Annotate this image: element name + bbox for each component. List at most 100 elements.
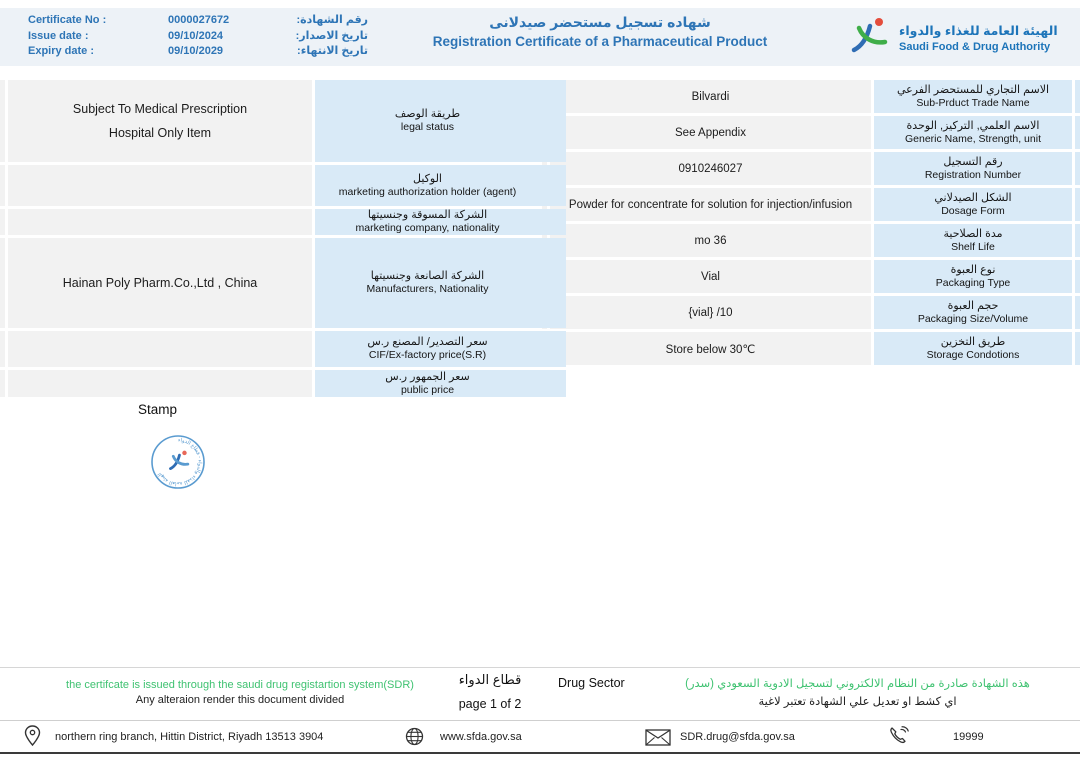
label-english: marketing company, nationality (355, 222, 500, 234)
label-cell: الشركة المسوقة وجنسيتها marketing compan… (315, 209, 566, 235)
label-arabic: الشركة المسوقة وجنسيتها (367, 209, 488, 221)
label-arabic: رقم التسجيل (943, 155, 1003, 168)
label-arabic: الوكيل (413, 172, 442, 185)
label-cell: رقم التسجيل Registration Number (874, 152, 1072, 185)
label-cell: سعر الجمهور ر.س public price (315, 370, 566, 397)
value-cell: mo 36 (550, 224, 871, 257)
label-arabic: نوع العبوة (950, 263, 996, 276)
alteration-note-arabic: اي كشط او تعديل علي الشهادة تعتبر لاغية (758, 696, 957, 708)
label-cell: الاسم التجاري للمستحضر الفرعي Sub-Prduct… (874, 80, 1072, 113)
label-cell: الشركة الصانعة وجنسيتها Manufacturers, N… (315, 238, 566, 328)
storage-conditions-value: Store below 30℃ (665, 343, 756, 356)
contact-phone: 19999 (953, 731, 984, 743)
value-cell: Vial (550, 260, 871, 293)
sub-product-trade-name-value: Bilvardi (691, 90, 730, 103)
row-edge-cell (1075, 116, 1080, 149)
row-edge-cell (0, 370, 5, 397)
label-english: Registration Number (924, 168, 1022, 181)
sfda-name-english: Saudi Food & Drug Authority (899, 40, 1051, 53)
meta-row-issue-date: Issue date : 09/10/2024 تاريخ الاصدار: (28, 29, 368, 45)
sfda-logo-text: الهيئة العامة للغذاء والدواء Saudi Food … (899, 24, 1058, 54)
drug-sector-arabic: قطاع الدواء (458, 672, 522, 687)
value-cell: Store below 30℃ (550, 332, 871, 365)
label-cell: حجم العبوة Packaging Size/Volume (874, 296, 1072, 329)
sfda-logo: الهيئة العامة للغذاء والدواء Saudi Food … (846, 15, 1058, 62)
contact-address: northern ring branch, Hittin District, R… (55, 731, 324, 743)
row-edge-cell (0, 331, 5, 367)
row-edge-cell (0, 209, 5, 235)
label-arabic: الشركة الصانعة وجنسيتها (370, 270, 485, 282)
certificate-no-label: Certificate No : (28, 14, 107, 26)
value-cell (8, 331, 312, 367)
label-arabic: طريقة الوصف (394, 108, 461, 120)
row-edge-cell (1075, 152, 1080, 185)
certificate-meta: Certificate No : 0000027672 رقم الشهادة:… (28, 13, 368, 60)
label-english: marketing authorization holder (agent) (338, 185, 517, 198)
label-arabic: طريق التخزين (940, 335, 1006, 348)
label-cell: طريق التخزين Storage Condotions (874, 332, 1072, 365)
issue-date-label: Issue date : (28, 29, 89, 42)
value-cell: Powder for concentrate for solution for … (550, 188, 871, 221)
label-cell: طريقة الوصف legal status (315, 80, 566, 162)
label-english: public price (400, 383, 455, 396)
meta-row-expiry-date: Expiry date : 09/10/2029 تاريخ الانتهاء: (28, 44, 368, 60)
label-english: CIF/Ex-factory price(S.R) (368, 349, 487, 361)
certificate-no-label-ar: رقم الشهادة: (296, 14, 368, 26)
label-english: Manufacturers, Nationality (366, 283, 489, 295)
row-edge-cell (1075, 224, 1080, 257)
globe-icon (405, 727, 424, 751)
alteration-note-english: Any alteraion render this document divid… (135, 694, 345, 706)
sfda-logo-icon (846, 15, 892, 62)
row-edge-cell (1075, 80, 1080, 113)
page-title-english: Registration Certificate of a Pharmaceut… (432, 34, 768, 49)
label-english: Sub-Prduct Trade Name (916, 96, 1030, 109)
value-cell (8, 370, 312, 397)
label-cell: مدة الصلاحية Shelf Life (874, 224, 1072, 257)
legal-status-value-line1: Subject To Medical Prescription (72, 102, 248, 116)
label-cell: سعر التصدير/ المصنع ر.س CIF/Ex-factory p… (315, 331, 566, 367)
label-arabic: الاسم العلمي, التركيز, الوحدة (906, 119, 1040, 132)
contact-email: SDR.drug@sfda.gov.sa (680, 731, 795, 743)
row-edge-cell (1075, 188, 1080, 221)
header: Certificate No : 0000027672 رقم الشهادة:… (0, 8, 1080, 66)
label-english: Packaging Size/Volume (917, 312, 1029, 325)
issued-note-arabic: هذه الشهادة صادرة من النظام الالكتروني ل… (685, 678, 1030, 690)
value-cell: Subject To Medical Prescription Hospital… (8, 80, 312, 162)
location-pin-icon (24, 725, 41, 752)
stamp-seal: الهيئة العامة للغذاء والدواء - قطاع الدو… (149, 433, 207, 491)
drug-sector-english: Drug Sector (558, 676, 625, 690)
label-english: Shelf Life (951, 240, 995, 253)
label-arabic: سعر التصدير/ المصنع ر.س (367, 336, 488, 348)
label-cell: نوع العبوة Packaging Type (874, 260, 1072, 293)
page-number: page 1 of 2 (458, 697, 522, 711)
row-edge-cell (0, 238, 5, 328)
page-title-arabic: شهاده تسجيل مستحضر صيدلانى (489, 14, 711, 30)
label-english: legal status (400, 121, 455, 133)
value-cell: Hainan Poly Pharm.Co.,Ltd , China (8, 238, 312, 328)
contact-website: www.sfda.gov.sa (440, 731, 522, 743)
sfda-name-arabic: الهيئة العامة للغذاء والدواء (899, 23, 1058, 38)
packaging-type-value: Vial (701, 270, 720, 283)
row-edge-cell (0, 80, 5, 162)
row-edge-cell (1075, 332, 1080, 365)
manufacturers-value: Hainan Poly Pharm.Co.,Ltd , China (62, 276, 258, 290)
label-cell: الوكيل marketing authorization holder (a… (315, 165, 566, 206)
stamp-label: Stamp (138, 402, 178, 417)
generic-name-value: See Appendix (675, 126, 746, 139)
phone-icon (888, 726, 909, 752)
label-english: Packaging Type (935, 276, 1011, 289)
value-cell: Bilvardi (550, 80, 871, 113)
envelope-icon (645, 729, 671, 751)
value-cell: {vial} /10 (550, 296, 871, 329)
label-cell: الاسم العلمي, التركيز, الوحدة Generic Na… (874, 116, 1072, 149)
label-cell: الشكل الصيدلاني Dosage Form (874, 188, 1072, 221)
label-arabic: الاسم التجاري للمستحضر الفرعي (896, 83, 1050, 96)
expiry-date-label-ar: تاريخ الانتهاء: (297, 45, 368, 57)
dosage-form-value: Powder for concentrate for solution for … (568, 198, 853, 211)
label-english: Dosage Form (941, 204, 1005, 217)
issue-date-value: 09/10/2024 (168, 29, 224, 42)
row-edge-cell (0, 165, 5, 206)
label-english: Storage Condotions (926, 348, 1020, 361)
label-english: Generic Name, Strength, unit (905, 132, 1041, 145)
expiry-date-value: 09/10/2029 (168, 45, 224, 57)
